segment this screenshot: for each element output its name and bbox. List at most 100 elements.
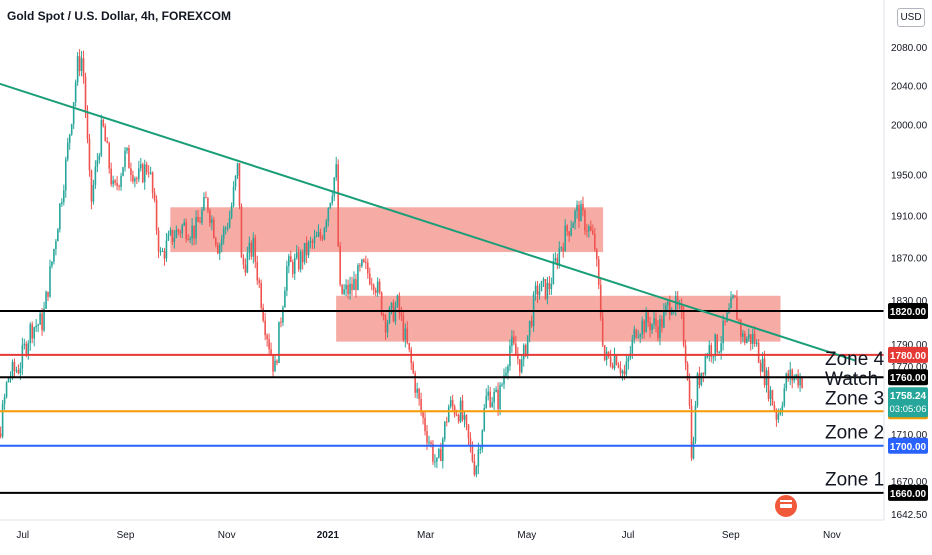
- price-candle: [23, 343, 26, 346]
- price-candle: [386, 322, 389, 333]
- price-candle: [88, 138, 91, 171]
- price-candle: [118, 185, 120, 187]
- price-candle: [592, 230, 594, 235]
- price-candle: [280, 321, 282, 323]
- price-candle: [696, 373, 699, 406]
- price-candle: [323, 228, 326, 240]
- price-candle: [295, 252, 298, 259]
- price-candle: [670, 312, 673, 315]
- price-candle: [3, 396, 6, 404]
- price-candle: [710, 345, 713, 357]
- price-candle: [29, 324, 32, 344]
- price-candle: [631, 339, 634, 354]
- price-candle: [268, 339, 270, 350]
- y-tick-label: 2000.00: [891, 121, 928, 132]
- price-candle: [84, 76, 87, 113]
- price-candle: [751, 333, 754, 344]
- price-candle: [686, 363, 689, 381]
- price-candle: [475, 466, 478, 475]
- zone-label: Zone 2: [825, 423, 884, 444]
- level-price-label: 1760.00: [890, 373, 927, 384]
- price-candle: [742, 333, 744, 337]
- price-candle: [108, 143, 111, 169]
- price-candle: [276, 360, 278, 363]
- price-candle: [15, 370, 18, 372]
- price-candle: [203, 197, 205, 210]
- price-candle: [653, 318, 655, 325]
- price-candle: [301, 251, 304, 263]
- price-candle: [712, 356, 715, 358]
- x-tick-label: 2021: [317, 530, 340, 541]
- price-candle: [702, 372, 705, 375]
- level-price-tag: [888, 302, 928, 319]
- price-candle: [309, 241, 312, 243]
- y-tick-label: 1642.50: [891, 510, 928, 521]
- x-tick-label: Nov: [823, 530, 841, 541]
- price-candle: [722, 320, 724, 344]
- x-tick-label: Jul: [622, 530, 635, 541]
- price-candle: [499, 385, 501, 410]
- price-candle: [538, 291, 541, 296]
- price-candle: [199, 221, 201, 223]
- y-tick-label: 1910.00: [891, 212, 928, 223]
- price-candle: [132, 174, 134, 182]
- price-candle: [266, 335, 268, 340]
- price-candle: [645, 312, 647, 333]
- price-candle: [740, 320, 742, 337]
- price-candle: [51, 261, 53, 267]
- x-tick-label: Sep: [117, 530, 135, 541]
- price-candle: [240, 205, 243, 258]
- price-candle: [795, 374, 797, 378]
- price-candle: [663, 310, 665, 328]
- price-candle: [467, 424, 470, 438]
- price-candle: [341, 284, 343, 294]
- price-candle: [315, 236, 318, 238]
- price-candle: [325, 220, 328, 229]
- price-candle: [763, 358, 766, 386]
- price-candle: [394, 306, 397, 322]
- price-candle: [291, 262, 294, 274]
- price-candle: [408, 342, 411, 350]
- price-candle: [388, 307, 391, 323]
- price-candle: [455, 414, 458, 416]
- price-candle: [230, 205, 233, 218]
- price-candle: [517, 354, 519, 360]
- price-candle: [503, 375, 505, 385]
- price-candle: [550, 283, 553, 290]
- price-candle: [272, 355, 274, 372]
- price-candle: [524, 345, 527, 357]
- zone-label: Zone 4: [825, 349, 885, 370]
- price-candle: [704, 356, 707, 375]
- price-candle: [730, 297, 732, 309]
- price-candle: [661, 319, 663, 328]
- price-candle: [647, 312, 649, 323]
- price-candle: [507, 366, 509, 373]
- zone-label: Zone 3: [825, 388, 884, 409]
- x-tick-label: Sep: [722, 530, 740, 541]
- price-candle: [426, 431, 428, 443]
- price-candle: [74, 82, 77, 103]
- supply-zone: [336, 295, 781, 342]
- price-candle: [536, 285, 539, 296]
- price-candle: [483, 408, 486, 431]
- price-candle: [376, 281, 379, 293]
- price-candle: [783, 388, 786, 406]
- price-candle: [513, 336, 515, 344]
- price-candle: [396, 295, 399, 307]
- price-candle: [793, 377, 795, 381]
- price-candle: [637, 337, 640, 339]
- price-candle: [449, 400, 452, 407]
- price-candle: [307, 242, 310, 256]
- price-candle: [564, 225, 566, 252]
- price-candle: [542, 279, 545, 282]
- price-candle: [134, 178, 136, 182]
- currency-button[interactable]: USD: [897, 8, 925, 27]
- price-candle: [337, 164, 339, 247]
- price-candle: [90, 170, 93, 202]
- price-candle: [422, 412, 424, 418]
- price-candle: [147, 172, 150, 174]
- price-candle: [434, 461, 436, 463]
- price-candle: [189, 238, 191, 240]
